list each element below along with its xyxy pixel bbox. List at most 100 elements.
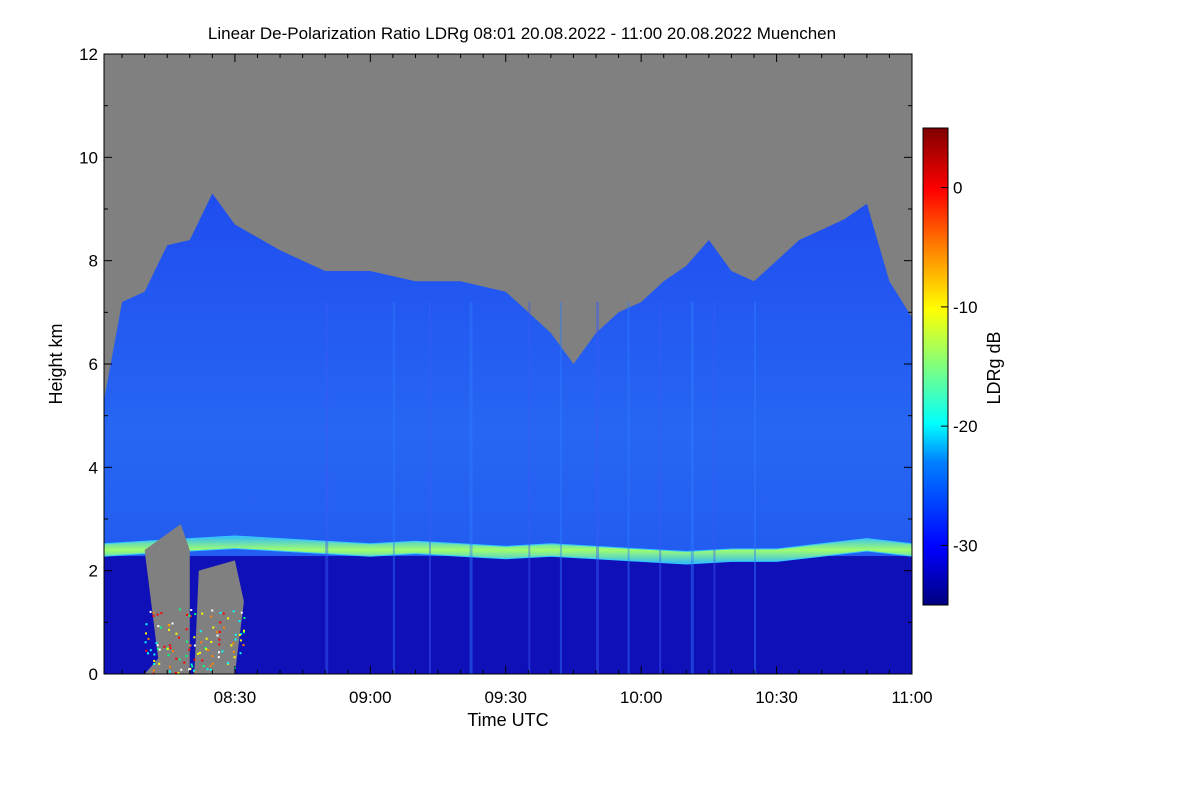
vertical-streaks — [325, 302, 756, 674]
speck — [152, 615, 155, 617]
speck — [204, 647, 207, 649]
speck — [158, 662, 161, 665]
speck — [238, 634, 241, 636]
speck — [172, 650, 174, 653]
speck — [207, 649, 210, 652]
plot-area — [104, 54, 912, 674]
speck — [179, 608, 182, 611]
speck — [191, 665, 194, 668]
speck — [185, 640, 188, 643]
colorbar-tick-label: 0 — [953, 179, 962, 198]
speck — [199, 651, 201, 654]
speck — [222, 612, 225, 615]
speck — [156, 647, 159, 650]
streak — [659, 302, 662, 674]
speck — [144, 641, 147, 644]
x-tick-label: 11:00 — [891, 688, 932, 707]
y-axis: 0 2 4 6 8 10 12 — [79, 45, 912, 684]
speck — [215, 631, 218, 634]
speck — [189, 644, 192, 647]
colorbar-label: LDRg dB — [984, 331, 1004, 404]
speck — [149, 610, 152, 613]
speck — [171, 622, 174, 625]
speck — [219, 621, 222, 624]
streak — [559, 302, 562, 674]
speck — [211, 609, 214, 612]
speck — [145, 632, 147, 635]
speck — [227, 662, 230, 664]
speck — [216, 634, 219, 637]
speck — [185, 628, 188, 631]
speck — [188, 668, 191, 671]
colorbar-tick-label: -10 — [953, 298, 978, 317]
x-tick-label: 09:00 — [349, 688, 392, 707]
speck — [156, 613, 159, 616]
speck — [239, 652, 242, 655]
speck — [152, 672, 155, 674]
speck — [183, 661, 186, 664]
speck — [223, 626, 226, 629]
colorbar-tick-label: -30 — [953, 536, 978, 555]
speck — [189, 615, 192, 618]
colorbar-tick-label: -20 — [953, 417, 978, 436]
chart-title: Linear De-Polarization Ratio LDRg 08:01 … — [208, 24, 836, 43]
speck — [232, 650, 235, 653]
speck — [147, 652, 149, 655]
noise-specks — [144, 608, 246, 674]
speck — [185, 654, 188, 657]
speck — [205, 648, 208, 651]
speck — [152, 611, 155, 614]
speck — [243, 629, 245, 632]
speck — [155, 641, 158, 644]
colorbar: 0 -10 -20 -30 LDRg dB — [922, 127, 1004, 606]
streak — [528, 302, 531, 674]
x-tick-label: 09:30 — [484, 688, 527, 707]
streak — [469, 302, 473, 674]
speck — [209, 668, 212, 671]
speck — [190, 609, 193, 611]
speck — [242, 631, 245, 634]
speck — [160, 612, 163, 615]
speck — [160, 626, 162, 629]
speck — [167, 654, 170, 657]
speck — [168, 628, 170, 631]
speck — [232, 610, 235, 613]
speck — [242, 644, 245, 647]
speck — [238, 620, 241, 623]
speck — [169, 665, 171, 668]
x-tick-label: 08:30 — [214, 688, 257, 707]
speck — [239, 639, 242, 642]
speck — [167, 624, 170, 627]
streak — [690, 302, 694, 674]
speck — [145, 623, 148, 626]
melting-layer-band — [104, 535, 912, 565]
streak — [713, 302, 716, 674]
streak — [325, 302, 329, 674]
speck — [156, 644, 159, 647]
speck — [186, 613, 188, 616]
streak — [392, 302, 395, 674]
streak — [627, 302, 630, 674]
speck — [169, 647, 172, 649]
speck — [234, 633, 237, 636]
speck — [230, 644, 233, 647]
speck — [219, 611, 222, 614]
speck — [202, 665, 205, 668]
speck — [188, 614, 191, 617]
streak — [596, 302, 599, 674]
speck — [158, 648, 161, 651]
colorbar-gradient — [922, 127, 949, 606]
speck — [168, 644, 171, 647]
speck — [212, 626, 215, 629]
speck — [194, 613, 197, 616]
speck — [201, 612, 204, 615]
speck — [217, 656, 220, 659]
speck — [209, 664, 212, 667]
x-axis: 08:30 09:00 09:30 10:00 10:30 11:00 — [121, 54, 933, 707]
speck — [153, 663, 156, 665]
speck — [149, 649, 152, 652]
speck — [180, 668, 183, 671]
speck — [210, 641, 213, 643]
speck — [175, 657, 178, 660]
